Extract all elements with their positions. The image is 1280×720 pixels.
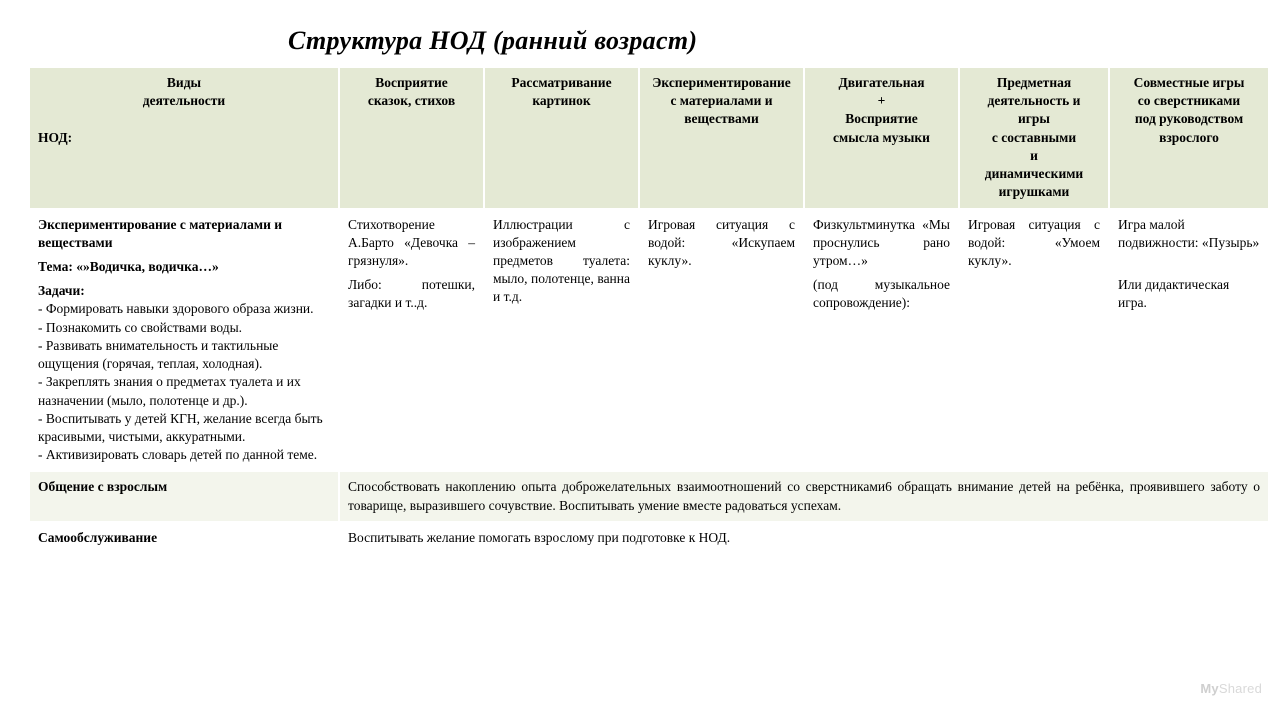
slide: Структура НОД (ранний возраст) Виды деят… [0, 0, 1280, 720]
h1-l2: деятельности [143, 93, 225, 108]
col-h1: Виды деятельности НОД: [29, 67, 339, 209]
h5-l1: Двигательная [813, 74, 950, 92]
watermark-my: My [1200, 681, 1218, 696]
h7-l4: взрослого [1118, 129, 1260, 147]
table-header: Виды деятельности НОД: Восприятие сказок… [29, 67, 1269, 209]
col-h3: Рассматривание картинок [484, 67, 639, 209]
col-h4: Экспериментирование с материалами и веще… [639, 67, 804, 209]
r1-c4: Игровая ситуация с водой: «Искупаем кукл… [639, 209, 804, 472]
r1-c7: Игра малой подвижности: «Пузырь» Или дид… [1109, 209, 1269, 472]
h4-l2: с материалами и [648, 92, 795, 110]
h6-l3: игры [968, 110, 1100, 128]
h4-l1: Экспериментирование [648, 74, 795, 92]
h1-l3: НОД: [38, 130, 72, 145]
r1-c5: Физкультминутка «Мы проснулись рано утро… [804, 209, 959, 472]
h5-l3: Восприятие [813, 110, 950, 128]
r1-c2a: Стихотворение А.Барто «Девочка – грязнул… [348, 216, 475, 271]
r3-text: Воспитывать желание помогать взрослому п… [339, 522, 1269, 554]
r1-c6: Игровая ситуация с водой: «Умоем куклу». [959, 209, 1109, 472]
watermark-rest: Shared [1219, 681, 1262, 696]
col-h6: Предметная деятельность и игры с составн… [959, 67, 1109, 209]
h6-l5: и [968, 147, 1100, 165]
h6-l4: с составными [968, 129, 1100, 147]
r1-c1-heading: Экспериментирование с материалами и веще… [38, 216, 330, 252]
table-row: Общение с взрослым Способствовать накопл… [29, 471, 1269, 521]
r1-c3: Иллюстрации с изображением предметов туа… [484, 209, 639, 472]
task-item: - Формировать навыки здорового образа жи… [38, 300, 330, 318]
table-row: Самообслуживание Воспитывать желание пом… [29, 522, 1269, 554]
table-row: Экспериментирование с материалами и веще… [29, 209, 1269, 472]
task-item: - Развивать внимательность и тактильные … [38, 337, 330, 373]
task-item: - Активизировать словарь детей по данной… [38, 446, 330, 464]
task-item: - Закреплять знания о предметах туалета … [38, 373, 330, 409]
r1-c1: Экспериментирование с материалами и веще… [29, 209, 339, 472]
r1-c1-theme: Тема: «»Водичка, водичка…» [38, 258, 330, 276]
h6-l1: Предметная [968, 74, 1100, 92]
r1-c7a: Игра малой подвижности: «Пузырь» [1118, 216, 1260, 252]
page-title: Структура НОД (ранний возраст) [288, 26, 1252, 56]
h3-l1: Рассматривание [493, 74, 630, 92]
r1-c2b: Либо: потешки, загадки и т..д. [348, 276, 475, 312]
r1-c5a: Физкультминутка «Мы проснулись рано утро… [813, 216, 950, 271]
h5-l4: смысла музыки [813, 129, 950, 147]
h6-l2: деятельность и [968, 92, 1100, 110]
task-item: - Воспитывать у детей КГН, желание всегд… [38, 410, 330, 446]
h2-l1: Восприятие [348, 74, 475, 92]
r2-text: Способствовать накоплению опыта доброжел… [339, 471, 1269, 521]
h5-l2: + [813, 92, 950, 110]
h3-l2: картинок [493, 92, 630, 110]
r1-c1-tasks-label: Задачи: [38, 282, 330, 300]
r1-c2: Стихотворение А.Барто «Девочка – грязнул… [339, 209, 484, 472]
r1-c4a: Игровая ситуация с водой: «Искупаем кукл… [648, 216, 795, 271]
r1-c3a: Иллюстрации с изображением предметов туа… [493, 216, 630, 307]
h7-l2: со сверстниками [1118, 92, 1260, 110]
h7-l1: Совместные игры [1118, 74, 1260, 92]
r3-label: Самообслуживание [29, 522, 339, 554]
r1-c7b: Или дидактическая игра. [1118, 276, 1260, 312]
col-h2: Восприятие сказок, стихов [339, 67, 484, 209]
h6-l6: динамическими [968, 165, 1100, 183]
h1-l1: Виды [167, 75, 201, 90]
h6-l7: игрушками [968, 183, 1100, 201]
nod-table: Виды деятельности НОД: Восприятие сказок… [28, 66, 1270, 555]
r1-c6a: Игровая ситуация с водой: «Умоем куклу». [968, 216, 1100, 271]
col-h5: Двигательная + Восприятие смысла музыки [804, 67, 959, 209]
r1-c5b: (под музыкальное сопровождение): [813, 276, 950, 312]
h2-l2: сказок, стихов [348, 92, 475, 110]
task-item: - Познакомить со свойствами воды. [38, 319, 330, 337]
h4-l3: веществами [648, 110, 795, 128]
r2-label: Общение с взрослым [29, 471, 339, 521]
col-h7: Совместные игры со сверстниками под руко… [1109, 67, 1269, 209]
h7-l3: под руководством [1118, 110, 1260, 128]
watermark: MyShared [1200, 681, 1262, 696]
